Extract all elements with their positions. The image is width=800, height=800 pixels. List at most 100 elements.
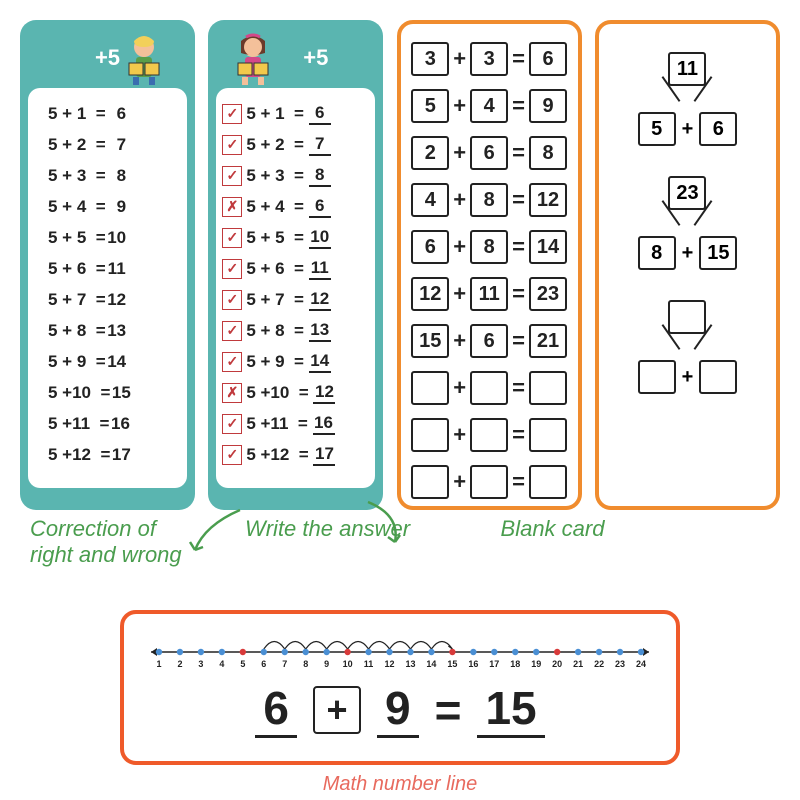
number-bond-card: 115+6238+15+ (595, 20, 780, 510)
equation-row: ✓5 + 8 = 13 (222, 315, 369, 346)
result-box[interactable]: 9 (529, 89, 567, 123)
svg-text:15: 15 (447, 659, 457, 669)
result-box[interactable]: 6 (529, 42, 567, 76)
check-icon: ✓ (222, 104, 242, 124)
operand-box[interactable]: 6 (470, 324, 508, 358)
operand-box[interactable]: 5 (411, 89, 449, 123)
bond-total-box[interactable]: 23 (668, 176, 706, 210)
blank-equation-row: 3+3=6 (411, 42, 568, 76)
result-box[interactable]: 14 (529, 230, 567, 264)
svg-text:14: 14 (426, 659, 436, 669)
check-icon: ✓ (222, 228, 242, 248)
check-icon: ✓ (222, 321, 242, 341)
svg-text:9: 9 (324, 659, 329, 669)
equation-row: 5 + 4 = 9 (34, 191, 181, 222)
svg-text:20: 20 (552, 659, 562, 669)
check-icon: ✓ (222, 135, 242, 155)
operand-box[interactable]: 2 (411, 136, 449, 170)
result-box[interactable]: 23 (529, 277, 567, 311)
operand-box[interactable]: 4 (470, 89, 508, 123)
operand-box[interactable]: 15 (411, 324, 449, 358)
blank-equation-row: += (411, 418, 568, 452)
bond-part-box[interactable]: 15 (699, 236, 737, 270)
svg-text:2: 2 (177, 659, 182, 669)
girl-reading-icon (228, 33, 278, 88)
svg-text:16: 16 (468, 659, 478, 669)
operand-box[interactable] (411, 371, 449, 405)
operand-box[interactable] (411, 418, 449, 452)
svg-text:8: 8 (303, 659, 308, 669)
svg-text:12: 12 (385, 659, 395, 669)
result-box[interactable]: 8 (529, 136, 567, 170)
equation-row: ✓5 + 9 = 14 (222, 346, 369, 377)
operand-box[interactable]: 3 (411, 42, 449, 76)
operand-box[interactable]: 6 (411, 230, 449, 264)
cross-icon: ✗ (222, 197, 242, 217)
operand-box[interactable]: 6 (470, 136, 508, 170)
svg-text:1: 1 (156, 659, 161, 669)
svg-text:6: 6 (261, 659, 266, 669)
bond-total-box[interactable] (668, 300, 706, 334)
svg-text:5: 5 (240, 659, 245, 669)
operand-box[interactable]: 3 (470, 42, 508, 76)
nl-op: + (313, 686, 361, 734)
bond-total-box[interactable]: 11 (668, 52, 706, 86)
svg-text:4: 4 (219, 659, 224, 669)
operand-box[interactable]: 11 (470, 277, 508, 311)
operand-box[interactable] (411, 465, 449, 499)
result-box[interactable] (529, 465, 567, 499)
check-icon: ✓ (222, 445, 242, 465)
result-box[interactable] (529, 371, 567, 405)
operand-box[interactable]: 12 (411, 277, 449, 311)
bond-part-box[interactable]: 6 (699, 112, 737, 146)
equation-row: ✗5 + 4 = 6 (222, 191, 369, 222)
operand-box[interactable]: 8 (470, 183, 508, 217)
result-box[interactable] (529, 418, 567, 452)
operand-box[interactable]: 4 (411, 183, 449, 217)
svg-text:17: 17 (489, 659, 499, 669)
blank-equation-row: 4+8=12 (411, 183, 568, 217)
arrow-icon (185, 505, 265, 555)
equation-row: 5 + 1 = 6 (34, 98, 181, 129)
bond-part-box[interactable] (699, 360, 737, 394)
equation-row: 5 + 5 =10 (34, 222, 181, 253)
operand-box[interactable] (470, 371, 508, 405)
svg-text:24: 24 (636, 659, 646, 669)
blank-equation-row: 12+11=23 (411, 277, 568, 311)
nl-b: 9 (377, 681, 419, 738)
result-box[interactable]: 21 (529, 324, 567, 358)
blank-equation-row: 2+6=8 (411, 136, 568, 170)
nl-c: 15 (477, 681, 544, 738)
equation-row: ✓5 +11 = 16 (222, 408, 369, 439)
bond-part-box[interactable]: 5 (638, 112, 676, 146)
check-icon: ✓ (222, 352, 242, 372)
nl-eq: = (435, 683, 462, 737)
blank-equation-card: 3+3=65+4=92+6=84+8=126+8=1412+11=2315+6=… (397, 20, 582, 510)
blank-equation-row: 5+4=9 (411, 89, 568, 123)
card2-list: ✓5 + 1 = 6✓5 + 2 = 7✓5 + 3 = 8✗5 + 4 = 6… (216, 88, 375, 488)
equation-row: ✓5 + 5 = 10 (222, 222, 369, 253)
card1-label: +5 (95, 45, 120, 71)
equation-row: 5 + 8 =13 (34, 315, 181, 346)
caption-blank-card: Blank card (460, 516, 645, 570)
arrow-icon (360, 500, 420, 545)
operand-box[interactable] (470, 418, 508, 452)
equation-row: ✓5 + 2 = 7 (222, 129, 369, 160)
blank-equation-row: += (411, 371, 568, 405)
result-box[interactable]: 12 (529, 183, 567, 217)
operand-box[interactable] (470, 465, 508, 499)
bond-part-box[interactable] (638, 360, 676, 394)
svg-text:22: 22 (594, 659, 604, 669)
equation-row: ✓5 +12 = 17 (222, 439, 369, 470)
number-line-equation: 6 + 9 = 15 (255, 681, 544, 738)
equation-row: 5 + 3 = 8 (34, 160, 181, 191)
equation-row: 5 +10 =15 (34, 377, 181, 408)
blank-equation-row: += (411, 465, 568, 499)
equation-row: 5 +12 =17 (34, 439, 181, 470)
check-icon: ✓ (222, 166, 242, 186)
svg-text:19: 19 (531, 659, 541, 669)
svg-text:23: 23 (615, 659, 625, 669)
operand-box[interactable]: 8 (470, 230, 508, 264)
bond-part-box[interactable]: 8 (638, 236, 676, 270)
svg-text:13: 13 (405, 659, 415, 669)
